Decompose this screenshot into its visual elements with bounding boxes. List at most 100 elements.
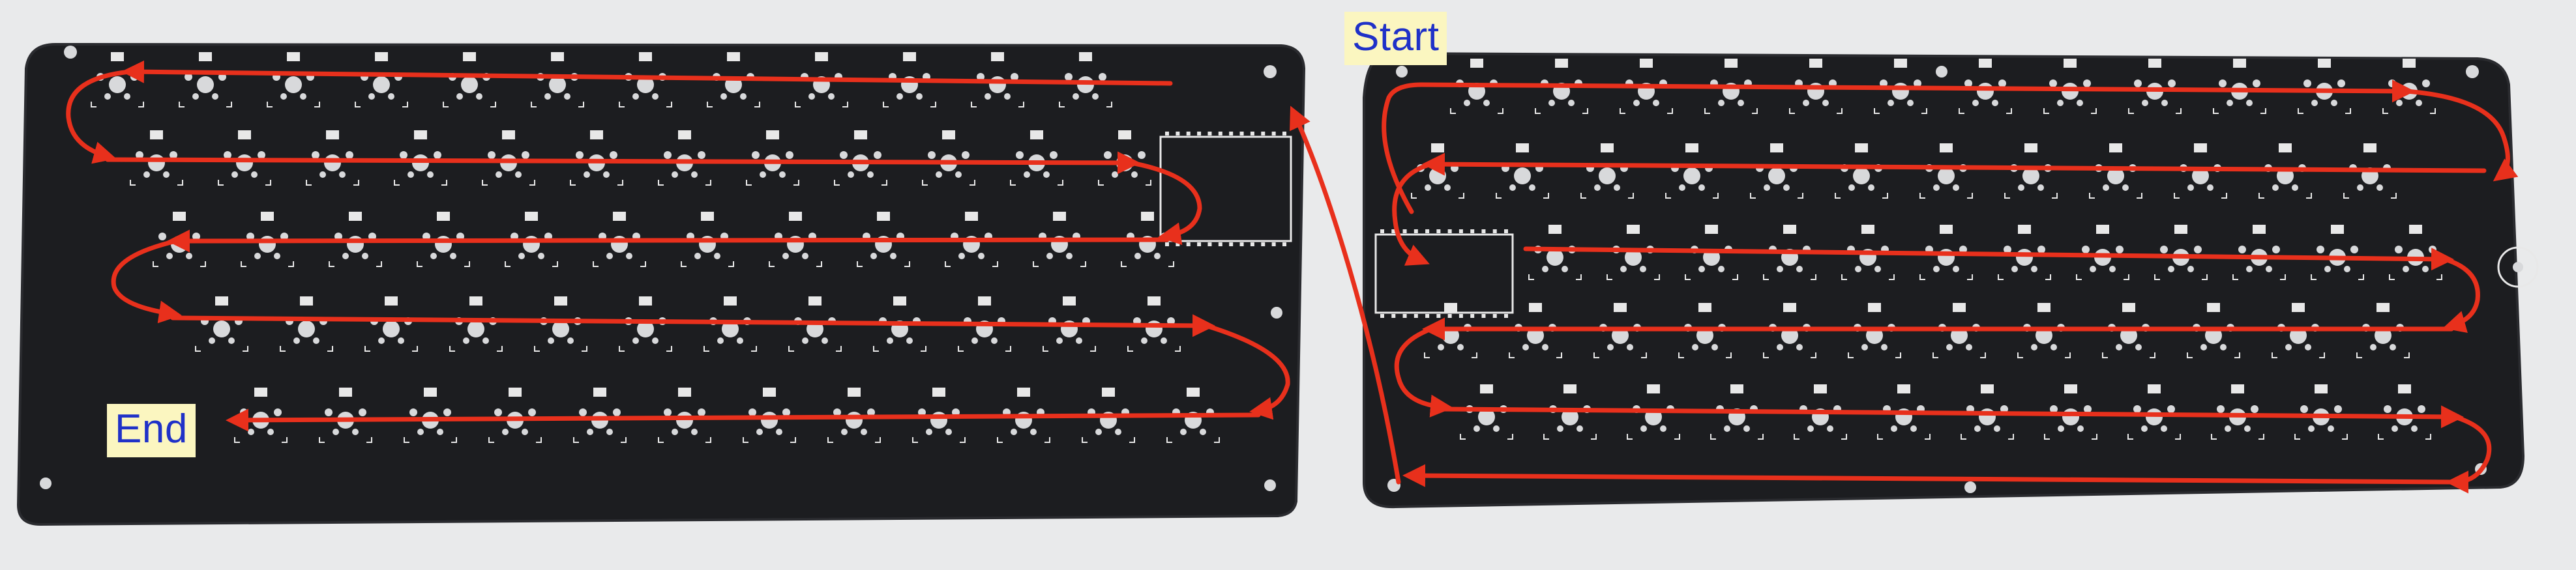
arrow-right-row2 [1422,152,2487,176]
mounting-hole [64,46,77,59]
switch-footprint [1580,143,1634,199]
arrow-right-turn1 [2403,89,2519,182]
mounting-hole [40,477,52,489]
mounting-hole [1964,481,1976,493]
arrow-left-row3 [167,229,1170,253]
arrow-left-turn1 [66,69,133,164]
arrow-right-turn3 [2442,257,2480,334]
controller-pin [1436,314,1441,318]
left-controller-chip [1159,135,1292,242]
switch-footprint [2128,59,2182,114]
arrow-right-turn5 [2446,414,2492,494]
controller-pin [1165,242,1169,246]
switch-footprint [195,296,248,352]
mounting-hole [1264,479,1276,491]
right-controller-pins [1380,229,1508,318]
switch-footprint [234,388,288,443]
wiring-path [66,60,2519,494]
mounting-hole [1264,65,1277,78]
right-encoder-footprint [2497,246,2539,288]
left-pcb-board [16,42,1306,526]
controller-pin [1504,314,1508,318]
controller-pin [1239,242,1244,246]
controller-pin [1207,242,1212,246]
controller-pin [1481,314,1486,318]
controller-pin [1402,314,1407,318]
controller-pin [1436,229,1441,233]
controller-pin [1250,132,1254,135]
controller-pin [1271,132,1276,135]
arrow-left-row4 [170,314,1215,337]
switch-footprint [2211,384,2264,440]
arrow-right-row1 [1382,79,2415,214]
switch-footprint [505,212,558,267]
controller-pin [1282,242,1286,246]
arrow-right-row6 [1402,464,2457,487]
controller-pin [1458,229,1463,233]
arrow-start-up [1290,106,1401,485]
switch-footprint [1678,303,1732,358]
controller-pin [1447,229,1452,233]
controller-pin [1261,132,1266,135]
controller-pin [1218,242,1222,246]
arrow-left-row2 [105,151,1140,175]
right-controller-chip [1374,233,1514,314]
switch-footprint [1998,225,2051,280]
switch-footprint [2389,225,2442,280]
controller-pin [1229,242,1234,246]
right-pcb-board [1363,51,2525,509]
switch-footprint [404,388,457,443]
controller-pin [1229,132,1234,135]
switch-footprint [1874,59,1927,114]
controller-pin [1402,229,1407,233]
controller-pin [1176,242,1180,246]
mounting-hole [2466,65,2479,78]
controller-pin [1458,314,1463,318]
controller-pin [1218,132,1222,135]
arrow-right-turn4 [1394,326,1453,418]
switch-footprint [355,52,408,107]
controller-pin [1414,314,1418,318]
controller-pin [1271,242,1276,246]
switch-footprint [570,130,623,186]
switch-footprint [2294,384,2348,440]
mounting-holes [40,46,2487,493]
controller-pin [1391,229,1396,233]
switch-footprint [319,388,372,443]
controller-pin [1239,132,1244,135]
switch-footprint [1919,143,1973,199]
controller-pin [1165,132,1169,135]
controller-pin [1207,132,1212,135]
controller-pin [1380,229,1384,233]
controller-pin [1197,132,1202,135]
switch-footprint [658,130,711,186]
arrow-right-turn2 [1392,162,1434,266]
controller-pin [1492,314,1497,318]
arrow-left-turn4 [1204,323,1290,420]
controller-pin [1186,132,1191,135]
switch-footprint [1010,130,1063,186]
mounting-hole [1271,307,1282,319]
switch-footprint [241,212,294,267]
arrow-left-turn3 [111,238,182,324]
controller-pin [1186,242,1191,246]
arrow-left-row5 [226,408,1261,432]
controller-pin [1176,132,1180,135]
controller-pin [1492,229,1497,233]
switch-footprint [2298,59,2351,114]
controller-pin [1250,242,1254,246]
controller-pin [1197,242,1202,246]
switch-footprint [2213,59,2266,114]
controller-pin [1481,229,1486,233]
switch-footprint [179,52,232,107]
end-label: End [107,404,196,457]
arrow-right-row3 [1523,246,2454,271]
controller-pin [1425,229,1430,233]
controller-pin [1504,229,1508,233]
switch-footprint [2089,143,2142,199]
controller-pin [1414,229,1418,233]
right-encoder-center [2513,262,2523,272]
mounting-hole [1936,66,1947,78]
